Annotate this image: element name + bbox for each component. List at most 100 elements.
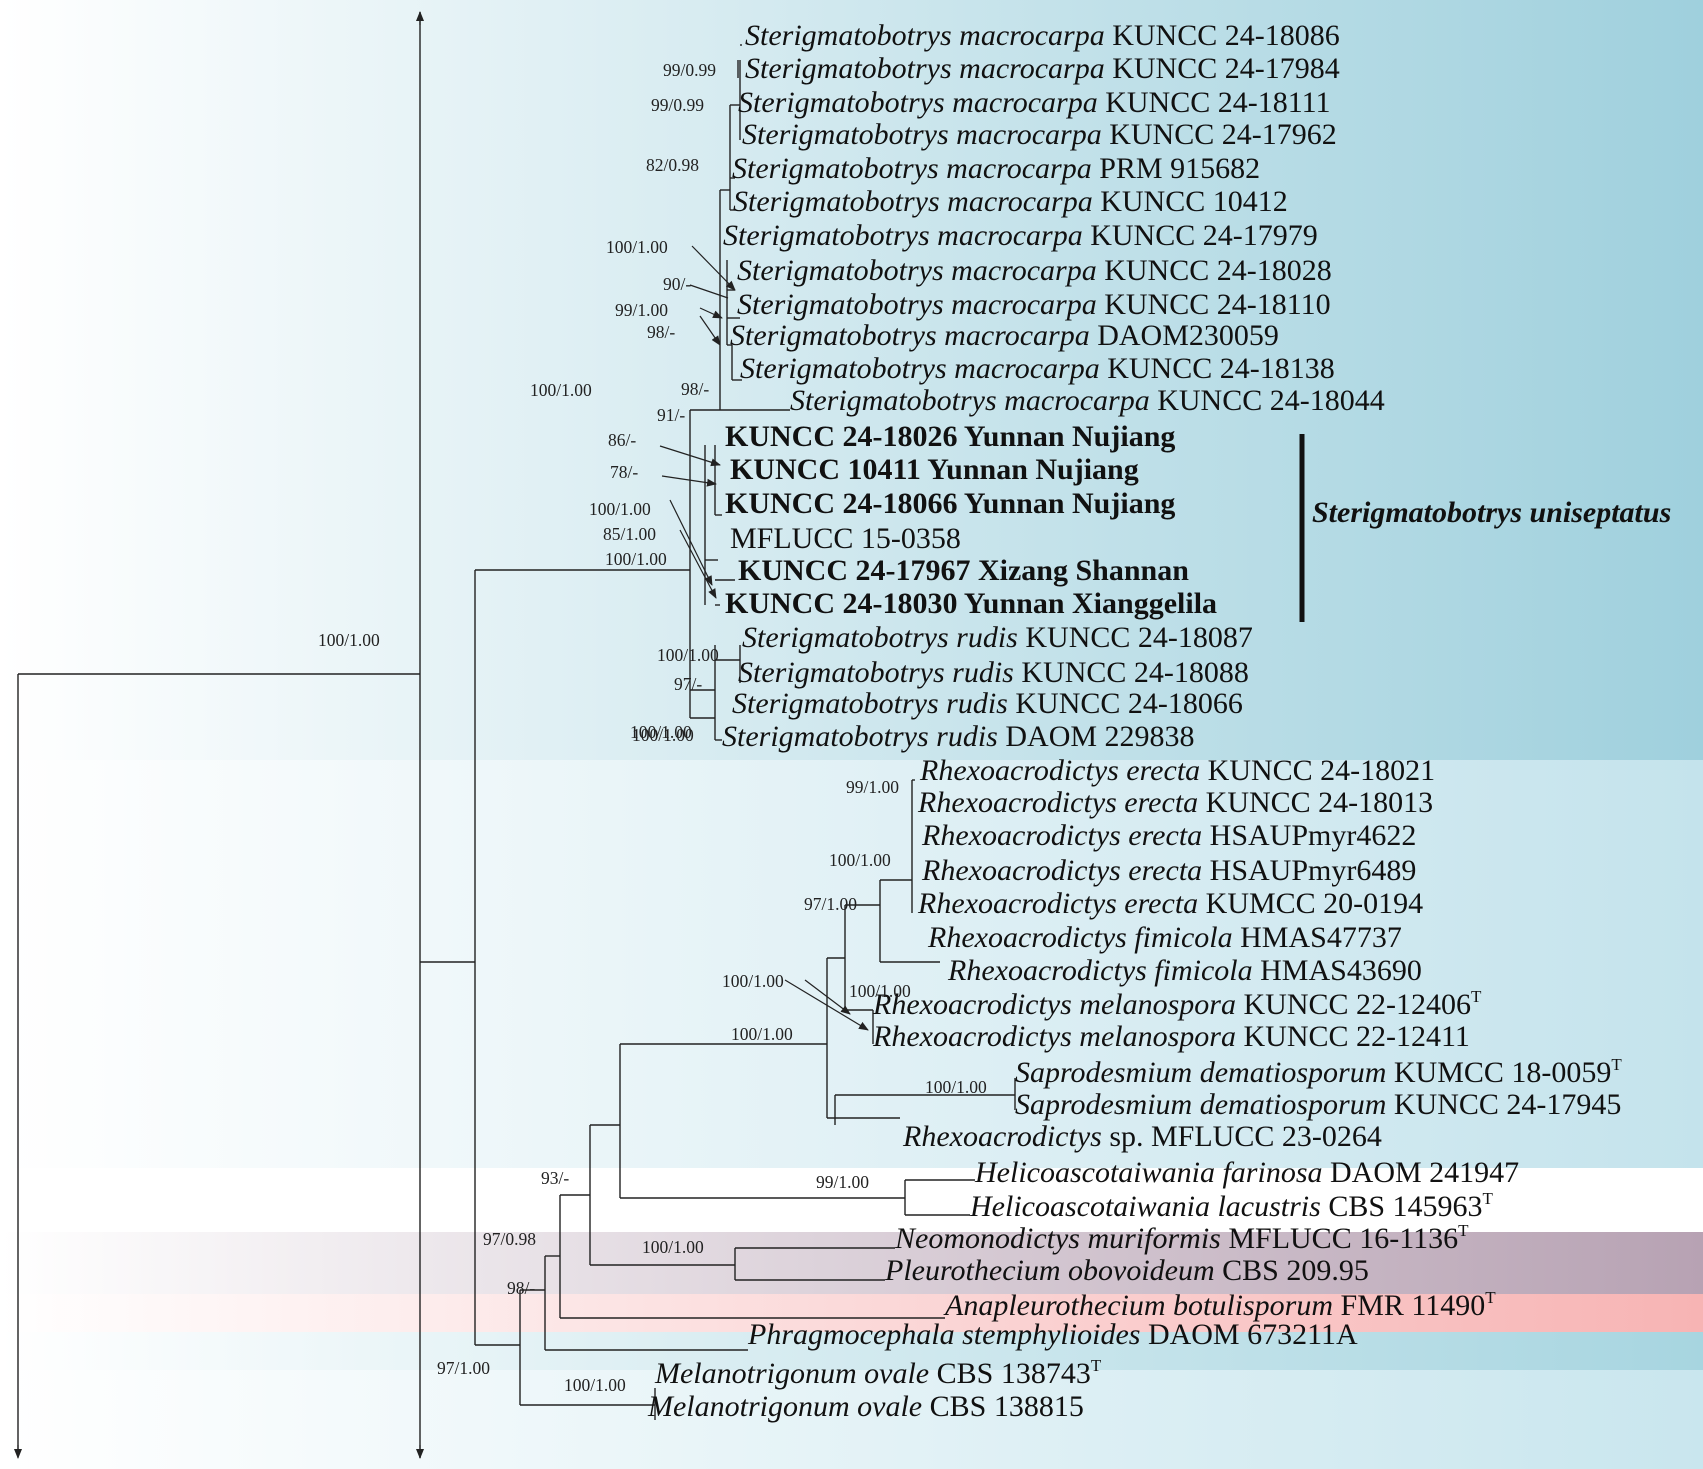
taxon-genus: Melanotrigonum ovale: [654, 1357, 937, 1390]
taxon-genus: Phragmocephala stemphylioides: [747, 1318, 1148, 1351]
taxon-label: Saprodesmium dematiosporum KUNCC 24-1794…: [1015, 1088, 1621, 1121]
support-value: 100/1.00: [589, 499, 651, 519]
taxon-label: Sterigmatobotrys macrocarpa KUNCC 24-181…: [740, 352, 1335, 385]
support-value: 86/-: [608, 430, 636, 450]
pointer-arrow: [699, 307, 723, 319]
taxon-genus: Sterigmatobotrys rudis: [722, 720, 1005, 753]
taxon-genus: Rhexoacrodictys melanospora: [872, 988, 1243, 1021]
taxon-strain: KUNCC 24-17967 Xizang Shannan: [738, 554, 1189, 587]
band-anapleurothecium: [0, 1294, 1703, 1332]
taxon-strain: sp. MFLUCC 23-0264: [1109, 1120, 1382, 1153]
taxon-strain: KUNCC 24-18110: [1104, 288, 1330, 321]
support-value: 100/1.00: [642, 1237, 704, 1257]
taxon-genus: Anapleurothecium botulisporum: [943, 1289, 1341, 1322]
taxon-strain: KUNCC 24-18111: [1105, 86, 1330, 119]
taxon-label: Rhexoacrodictys fimicola HMAS43690: [947, 954, 1422, 987]
taxon-genus: Sterigmatobotrys macrocarpa: [737, 288, 1104, 321]
taxon-label: Sterigmatobotrys macrocarpa KUNCC 24-181…: [738, 86, 1330, 119]
support-value: 100/1.00: [564, 1375, 626, 1395]
taxon-strain: HSAUPmyr6489: [1210, 854, 1417, 887]
taxon-genus: Sterigmatobotrys macrocarpa: [733, 185, 1100, 218]
band-melanotrigonum: [0, 1370, 1703, 1469]
taxon-label: Sterigmatobotrys macrocarpa KUNCC 24-179…: [745, 52, 1340, 85]
support-value: 97/1.00: [437, 1358, 490, 1378]
support-value: 100/1.00: [829, 850, 891, 870]
taxon-strain: MFLUCC 16-1136: [1228, 1222, 1458, 1255]
taxon-strain: KUNCC 24-18026 Yunnan Nujiang: [725, 420, 1175, 453]
taxon-genus: Helicoascotaiwania farinosa: [974, 1156, 1330, 1189]
taxon-genus: Melanotrigonum ovale: [647, 1390, 930, 1423]
taxon-genus: Saprodesmium dematiosporum: [1015, 1056, 1394, 1089]
type-superscript: T: [1091, 1356, 1102, 1375]
taxon-strain: HSAUPmyr4622: [1210, 819, 1417, 852]
taxon-genus: Sterigmatobotrys macrocarpa: [745, 19, 1112, 52]
support-value: 91/-: [657, 405, 685, 425]
taxon-genus: Helicoascotaiwania lacustris: [969, 1190, 1328, 1223]
taxon-strain: KUNCC 24-18013: [1206, 786, 1434, 819]
taxon-strain: KUNCC 24-17962: [1109, 118, 1337, 151]
taxon-strain: KUNCC 24-17945: [1394, 1088, 1622, 1121]
band-helicoascotaiwania: [0, 1168, 1703, 1232]
taxon-label: Helicoascotaiwania lacustris CBS 145963T: [969, 1189, 1494, 1223]
taxon-label: Neomonodictys muriformis MFLUCC 16-1136T: [894, 1221, 1469, 1255]
taxon-strain: KUNCC 24-18028: [1104, 254, 1332, 287]
pointer-arrow: [784, 979, 869, 1031]
taxon-strain: KUNCC 24-18066: [1015, 687, 1243, 720]
taxon-strain: KUNCC 24-18086: [1112, 19, 1340, 52]
taxon-strain: KUMCC 18-0059: [1394, 1056, 1612, 1089]
support-value: 100/1.00: [657, 645, 719, 665]
taxon-genus: Rhexoacrodictys fimicola: [947, 954, 1260, 987]
taxon-genus: Rhexoacrodictys erecta: [917, 786, 1206, 819]
support-value: 98/-: [647, 322, 675, 342]
taxon-genus: Rhexoacrodictys melanospora: [872, 1020, 1243, 1053]
tree-branches: [17, 12, 1016, 1458]
pointer-arrow: [699, 315, 721, 346]
support-value: 93/-: [541, 1168, 569, 1188]
pointer-arrow: [804, 979, 851, 1015]
support-value: 99/0.99: [651, 95, 704, 115]
taxon-strain: KUNCC 10411 Yunnan Nujiang: [730, 453, 1139, 486]
taxon-label: Anapleurothecium botulisporum FMR 11490T: [943, 1288, 1496, 1322]
taxon-label: Rhexoacrodictys melanospora KUNCC 22-124…: [872, 1020, 1470, 1053]
taxon-label: Phragmocephala stemphylioides DAOM 67321…: [747, 1318, 1358, 1351]
taxon-label: KUNCC 10411 Yunnan Nujiang: [730, 453, 1139, 486]
taxon-label: Saprodesmium dematiosporum KUMCC 18-0059…: [1015, 1055, 1622, 1089]
support-value: 97/0.98: [483, 1229, 536, 1249]
taxon-label: KUNCC 24-18026 Yunnan Nujiang: [725, 420, 1175, 453]
support-value: 99/1.00: [615, 300, 668, 320]
support-value: 78/-: [610, 462, 638, 482]
band-sterigmatobotrys: [0, 0, 1703, 760]
taxon-genus: Sterigmatobotrys macrocarpa: [742, 118, 1109, 151]
taxon-label: Rhexoacrodictys erecta HSAUPmyr6489: [921, 854, 1416, 887]
taxon-strain: MFLUCC 15-0358: [730, 522, 961, 555]
taxon-genus: Sterigmatobotrys rudis: [732, 687, 1015, 720]
taxon-genus: Sterigmatobotrys macrocarpa: [745, 52, 1112, 85]
taxon-strain: KUNCC 22-12406: [1243, 988, 1471, 1021]
support-value: 100/1.00: [630, 722, 692, 742]
taxon-label: Rhexoacrodictys melanospora KUNCC 22-124…: [872, 987, 1482, 1021]
taxon-label: KUNCC 24-18066 Yunnan Nujiang: [725, 487, 1175, 520]
taxon-label: Melanotrigonum ovale CBS 138743T: [654, 1356, 1102, 1390]
taxon-genus: Rhexoacrodictys erecta: [921, 854, 1210, 887]
support-value: 90/-: [663, 274, 691, 294]
pointer-arrow: [691, 245, 736, 291]
taxon-strain: PRM 915682: [1099, 152, 1260, 185]
taxon-genus: Sterigmatobotrys macrocarpa: [740, 352, 1107, 385]
taxon-genus: Rhexoacrodictys: [902, 1120, 1109, 1153]
pointer-arrows: [14, 11, 869, 1459]
band-phragmocephala: [0, 1332, 1703, 1370]
support-value: 100/1.00: [318, 630, 380, 650]
taxon-strain: KUNCC 10412: [1100, 185, 1288, 218]
taxon-strain: KUNCC 24-18044: [1157, 384, 1385, 417]
taxon-strain: DAOM 241947: [1330, 1156, 1519, 1189]
taxon-genus: Sterigmatobotrys macrocarpa: [738, 86, 1105, 119]
taxon-genus: Sterigmatobotrys rudis: [742, 621, 1025, 654]
taxon-strain: HMAS43690: [1260, 954, 1422, 987]
taxon-genus: Rhexoacrodictys erecta: [919, 754, 1208, 787]
taxon-genus: Sterigmatobotrys macrocarpa: [790, 384, 1157, 417]
support-value: 100/1.00: [605, 549, 667, 569]
support-value: 100/1.00: [731, 1024, 793, 1044]
taxon-strain: DAOM 673211A: [1148, 1318, 1358, 1351]
